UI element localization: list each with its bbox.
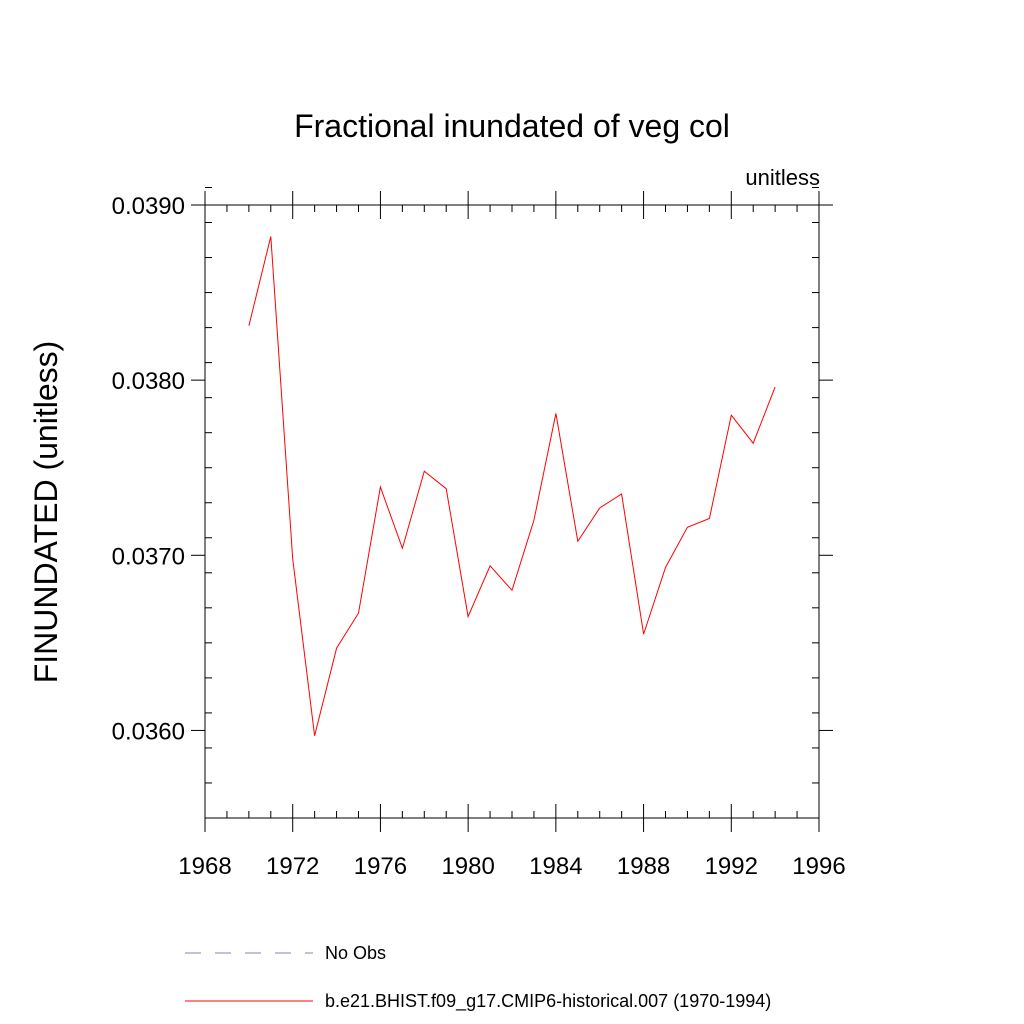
series-group — [248, 236, 776, 736]
x-tick-label: 1988 — [617, 853, 670, 880]
legend: No Obs b.e21.BHIST.f09_g17.CMIP6-histori… — [185, 943, 771, 1012]
x-tick-label: 1980 — [441, 853, 494, 880]
x-tick-label: 1976 — [354, 853, 407, 880]
chart-title: Fractional inundated of veg col — [294, 108, 730, 144]
x-tick-label: 1984 — [529, 853, 582, 880]
y-tick-label: 0.0370 — [112, 543, 185, 570]
x-axis: 1968 1972 1976 1980 1984 1988 1992 1996 — [178, 191, 846, 880]
y-axis-label: FINUNDATED (unitless) — [28, 341, 64, 684]
y-tick-label: 0.0380 — [112, 368, 185, 395]
plot-frame — [204, 204, 820, 819]
units-label: unitless — [745, 165, 820, 190]
series-line — [248, 236, 776, 736]
legend-label-no-obs: No Obs — [325, 943, 386, 963]
y-tick-label: 0.0390 — [112, 193, 185, 220]
y-tick-label: 0.0360 — [112, 718, 185, 745]
x-tick-label: 1972 — [266, 853, 319, 880]
y-axis: 0.0360 0.0370 0.0380 0.0390 — [112, 186, 833, 819]
x-tick-label: 1968 — [178, 853, 231, 880]
legend-label-model: b.e21.BHIST.f09_g17.CMIP6-historical.007… — [325, 991, 771, 1012]
x-tick-label: 1992 — [705, 853, 758, 880]
x-tick-label: 1996 — [792, 853, 845, 880]
